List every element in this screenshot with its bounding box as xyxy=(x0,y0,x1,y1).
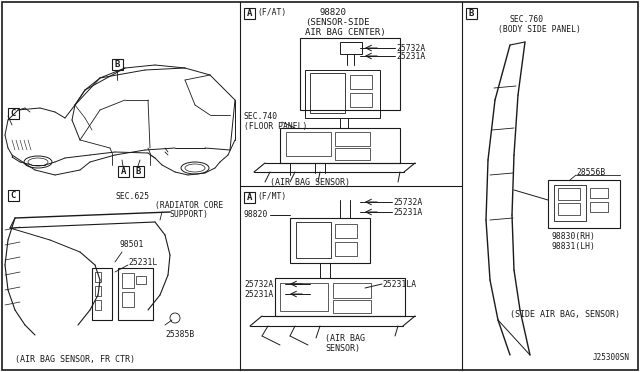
Bar xyxy=(286,132,331,156)
Bar xyxy=(122,292,134,307)
Bar xyxy=(8,190,19,201)
Bar xyxy=(244,192,255,203)
Bar xyxy=(95,286,101,296)
Text: 25732A: 25732A xyxy=(396,44,425,53)
Bar xyxy=(95,300,101,310)
Bar xyxy=(92,268,112,320)
Text: SEC.740: SEC.740 xyxy=(244,112,278,121)
Text: B: B xyxy=(115,60,120,69)
Text: 25231A: 25231A xyxy=(244,290,273,299)
Text: 25231LA: 25231LA xyxy=(382,280,416,289)
Bar xyxy=(280,128,400,163)
Text: A: A xyxy=(121,167,126,176)
Bar xyxy=(548,180,620,228)
Text: A: A xyxy=(247,193,252,202)
Bar xyxy=(8,108,19,119)
Bar xyxy=(335,242,357,256)
Text: 25732A: 25732A xyxy=(244,280,273,289)
Text: J25300SN: J25300SN xyxy=(593,353,630,362)
Text: 25732A: 25732A xyxy=(393,198,422,207)
Bar xyxy=(296,222,331,258)
Text: (AIR BAG SENSOR, FR CTR): (AIR BAG SENSOR, FR CTR) xyxy=(15,355,135,364)
Bar xyxy=(118,166,129,177)
Text: B: B xyxy=(469,9,474,18)
Text: SEC.625: SEC.625 xyxy=(116,192,150,201)
Text: 28556B: 28556B xyxy=(576,168,605,177)
Text: (F/MT): (F/MT) xyxy=(257,192,286,201)
Bar xyxy=(118,268,153,320)
Bar xyxy=(558,188,580,200)
Text: 98501: 98501 xyxy=(120,240,145,249)
Text: C: C xyxy=(11,191,16,200)
Text: (BODY SIDE PANEL): (BODY SIDE PANEL) xyxy=(498,25,581,34)
Bar xyxy=(305,70,380,118)
Bar xyxy=(112,59,123,70)
Bar xyxy=(335,148,370,160)
Text: SUPPORT): SUPPORT) xyxy=(170,210,209,219)
Bar xyxy=(133,166,144,177)
Text: (AIR BAG SENSOR): (AIR BAG SENSOR) xyxy=(270,178,350,187)
Text: SEC.760: SEC.760 xyxy=(510,15,544,24)
Bar xyxy=(280,283,328,311)
Bar xyxy=(122,273,134,288)
Bar xyxy=(350,93,372,107)
Bar xyxy=(340,42,362,54)
Bar xyxy=(466,8,477,19)
Bar xyxy=(558,203,580,215)
Text: 25231L: 25231L xyxy=(128,258,157,267)
Text: B: B xyxy=(136,167,141,176)
Bar xyxy=(335,132,370,146)
Text: 98830(RH): 98830(RH) xyxy=(552,232,596,241)
Bar xyxy=(350,75,372,89)
Text: C: C xyxy=(11,109,16,118)
Text: 25231A: 25231A xyxy=(393,208,422,217)
Bar xyxy=(310,73,345,113)
Text: A: A xyxy=(247,9,252,18)
Text: (F/AT): (F/AT) xyxy=(257,8,286,17)
Bar xyxy=(290,218,370,263)
Bar xyxy=(244,8,255,19)
Text: SENSOR): SENSOR) xyxy=(325,344,360,353)
Text: (FLOOR PANEL): (FLOOR PANEL) xyxy=(244,122,307,131)
Text: 25385B: 25385B xyxy=(165,330,195,339)
Bar xyxy=(95,272,101,282)
Text: 98820: 98820 xyxy=(244,210,268,219)
Text: (SENSOR-SIDE: (SENSOR-SIDE xyxy=(305,18,369,27)
Text: (SIDE AIR BAG, SENSOR): (SIDE AIR BAG, SENSOR) xyxy=(510,310,620,319)
Bar xyxy=(554,185,586,221)
Bar xyxy=(333,300,371,313)
Text: 98831(LH): 98831(LH) xyxy=(552,242,596,251)
Text: 25231A: 25231A xyxy=(396,52,425,61)
Bar xyxy=(333,283,371,298)
Text: 98820: 98820 xyxy=(320,8,347,17)
Bar xyxy=(590,188,608,198)
Text: (AIR BAG: (AIR BAG xyxy=(325,334,365,343)
Bar xyxy=(590,202,608,212)
Text: (RADIATOR CORE: (RADIATOR CORE xyxy=(155,201,223,210)
Bar xyxy=(335,224,357,238)
Bar xyxy=(275,278,405,316)
Bar xyxy=(136,276,146,284)
Text: AIR BAG CENTER): AIR BAG CENTER) xyxy=(305,28,386,37)
Bar xyxy=(300,38,400,110)
